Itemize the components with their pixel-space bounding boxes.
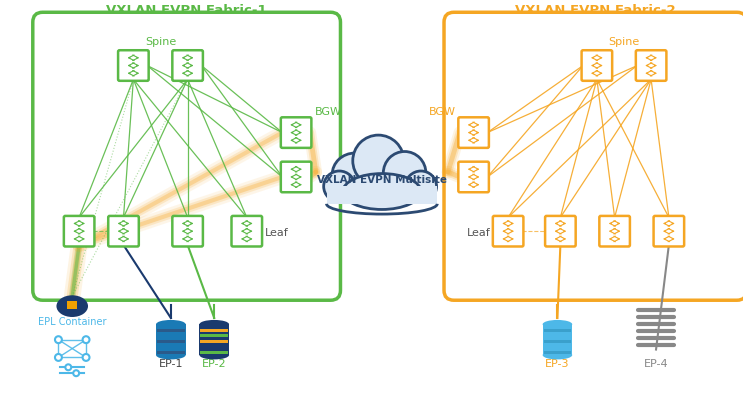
Text: EP-1: EP-1 (159, 359, 183, 369)
Ellipse shape (343, 173, 421, 209)
Bar (157, 340, 185, 343)
Circle shape (65, 364, 71, 370)
Text: Leaf: Leaf (265, 228, 288, 238)
Text: Spine: Spine (608, 37, 640, 47)
Text: VXLAN EVPN Fabric-1: VXLAN EVPN Fabric-1 (106, 4, 267, 17)
FancyBboxPatch shape (654, 216, 684, 246)
Bar (157, 329, 185, 332)
Circle shape (82, 354, 90, 361)
Bar (200, 334, 228, 337)
Bar (544, 340, 571, 343)
Bar (156, 324, 186, 355)
Ellipse shape (383, 151, 426, 195)
Ellipse shape (200, 351, 229, 359)
Ellipse shape (332, 153, 378, 196)
Bar (544, 334, 571, 337)
Ellipse shape (156, 320, 186, 329)
Ellipse shape (56, 295, 88, 317)
Text: VXLAN EVPN Multisite: VXLAN EVPN Multisite (317, 175, 447, 185)
FancyBboxPatch shape (636, 50, 666, 81)
Bar (544, 329, 571, 332)
Ellipse shape (542, 320, 572, 329)
Text: EPL Container: EPL Container (38, 317, 106, 327)
Ellipse shape (542, 351, 572, 359)
Bar (542, 324, 572, 355)
Text: Spine: Spine (145, 37, 176, 47)
Bar (157, 334, 185, 337)
FancyBboxPatch shape (599, 216, 630, 246)
Bar (327, 186, 438, 204)
Text: EP-4: EP-4 (644, 359, 669, 369)
FancyBboxPatch shape (459, 162, 489, 192)
FancyBboxPatch shape (459, 117, 489, 148)
Bar (544, 351, 571, 354)
Text: Leaf: Leaf (467, 228, 491, 238)
FancyBboxPatch shape (108, 216, 139, 246)
Bar (157, 351, 185, 354)
Bar (67, 301, 77, 309)
FancyBboxPatch shape (545, 216, 576, 246)
FancyBboxPatch shape (231, 216, 262, 246)
FancyBboxPatch shape (493, 216, 524, 246)
FancyBboxPatch shape (582, 50, 612, 81)
Bar (200, 329, 228, 332)
FancyBboxPatch shape (172, 50, 203, 81)
Text: VXLAN EVPN Fabric-2: VXLAN EVPN Fabric-2 (515, 4, 675, 17)
Bar (200, 346, 228, 349)
Circle shape (55, 354, 62, 361)
Bar (200, 351, 228, 354)
FancyBboxPatch shape (172, 216, 203, 246)
Circle shape (82, 336, 90, 343)
Text: EP-3: EP-3 (545, 359, 570, 369)
Bar (200, 340, 228, 343)
Text: BGW: BGW (315, 107, 342, 117)
Ellipse shape (200, 320, 229, 329)
Circle shape (73, 370, 79, 376)
FancyBboxPatch shape (64, 216, 94, 246)
Ellipse shape (405, 171, 437, 202)
FancyBboxPatch shape (280, 162, 311, 192)
Ellipse shape (353, 135, 404, 186)
FancyBboxPatch shape (118, 50, 149, 81)
Text: EP-2: EP-2 (202, 359, 227, 369)
Ellipse shape (156, 351, 186, 359)
Circle shape (55, 336, 62, 343)
Bar (200, 324, 229, 355)
Ellipse shape (324, 171, 355, 202)
Bar (544, 346, 571, 349)
Text: BGW: BGW (429, 107, 456, 117)
FancyBboxPatch shape (280, 117, 311, 148)
Bar (157, 346, 185, 349)
